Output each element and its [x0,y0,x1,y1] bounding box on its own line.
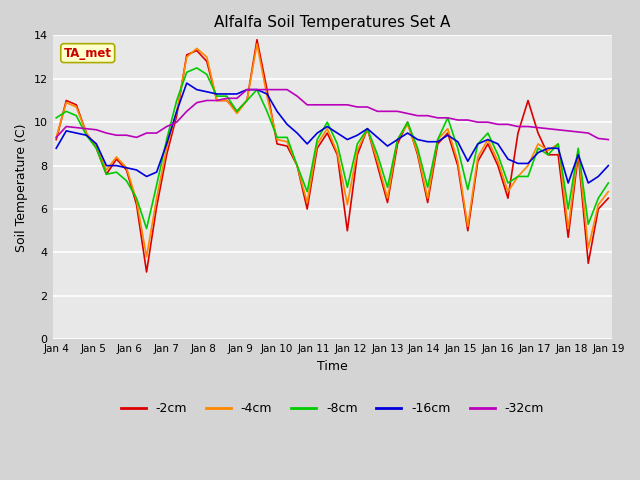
Title: Alfalfa Soil Temperatures Set A: Alfalfa Soil Temperatures Set A [214,15,451,30]
-16cm [424,139,431,144]
Line: -4cm: -4cm [56,44,609,257]
Y-axis label: Soil Temperature (C): Soil Temperature (C) [15,123,28,252]
X-axis label: Time: Time [317,360,348,373]
-32cm [243,87,251,93]
Legend: -2cm, -4cm, -8cm, -16cm, -32cm: -2cm, -4cm, -8cm, -16cm, -32cm [116,397,549,420]
-4cm [143,254,150,260]
-4cm [52,134,60,140]
-32cm [263,87,271,93]
-4cm [494,158,502,164]
-32cm [484,120,492,125]
-4cm [273,137,281,143]
-4cm [414,150,422,156]
-32cm [605,137,612,143]
-4cm [383,195,391,201]
-32cm [63,124,70,130]
-8cm [434,137,442,143]
-8cm [143,226,150,231]
-16cm [183,80,191,86]
Line: -32cm: -32cm [56,90,609,140]
-8cm [383,184,391,190]
-2cm [63,97,70,103]
-2cm [273,141,281,147]
-2cm [494,163,502,168]
-16cm [374,134,381,140]
Line: -16cm: -16cm [56,83,609,183]
-4cm [253,41,261,47]
-16cm [484,137,492,143]
-16cm [404,130,412,136]
-16cm [63,128,70,134]
-8cm [273,134,281,140]
-2cm [605,195,612,201]
-2cm [383,200,391,205]
-32cm [52,134,60,140]
-8cm [52,115,60,121]
-4cm [605,189,612,194]
-8cm [193,65,200,71]
-2cm [414,152,422,157]
-32cm [424,113,431,119]
-8cm [605,180,612,186]
-8cm [414,145,422,151]
-4cm [434,137,442,143]
-2cm [434,141,442,147]
Line: -2cm: -2cm [56,40,609,272]
-8cm [494,152,502,157]
Text: TA_met: TA_met [64,47,112,60]
-16cm [263,91,271,97]
-16cm [564,180,572,186]
-2cm [52,137,60,143]
-2cm [143,269,150,275]
-8cm [63,108,70,114]
-16cm [52,145,60,151]
-2cm [253,37,261,43]
-32cm [374,108,381,114]
-16cm [605,163,612,168]
Line: -8cm: -8cm [56,68,609,228]
-32cm [404,110,412,116]
-4cm [63,100,70,106]
